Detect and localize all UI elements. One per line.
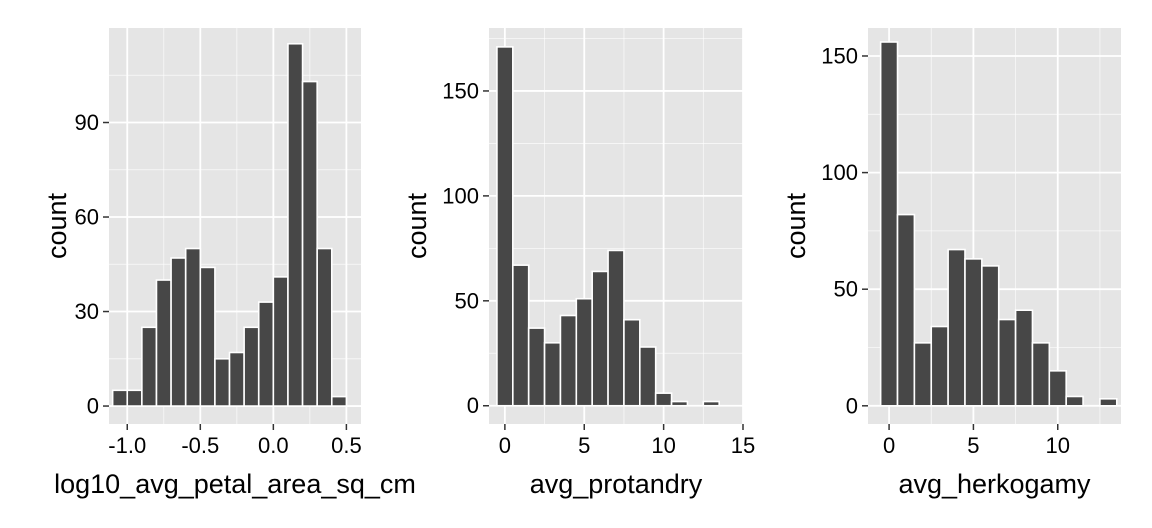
- histogram-bar: [257, 301, 275, 407]
- histogram-bar: [111, 389, 129, 407]
- histogram-bar: [1065, 395, 1084, 407]
- x-tick-label: -0.5: [181, 433, 219, 458]
- histogram-bar: [639, 346, 657, 407]
- histogram-bar: [607, 249, 625, 407]
- x-tick-label: 0: [883, 433, 895, 458]
- histogram-bar: [301, 80, 318, 407]
- histogram-bar: [126, 389, 143, 407]
- x-tick-label: 10: [651, 433, 675, 458]
- x-tick-label: 10: [1046, 433, 1070, 458]
- histogram-panel-3: 0 50 100 150 0 5 10 avg_herkogamy count: [781, 28, 1121, 499]
- x-axis-title: avg_herkogamy: [898, 469, 1091, 499]
- histogram-bar: [184, 247, 202, 407]
- y-tick-label: 0: [87, 394, 99, 419]
- y-axis-title: count: [781, 192, 811, 259]
- x-axis-title: log10_avg_petal_area_sq_cm: [54, 469, 416, 499]
- x-tick-label: 0: [499, 433, 511, 458]
- y-axis-title: count: [402, 192, 432, 259]
- x-tick-label: 0.5: [331, 433, 362, 458]
- histogram-bar: [527, 327, 546, 407]
- histogram-bar: [591, 270, 609, 407]
- histogram-bar: [272, 276, 289, 407]
- histogram-bar: [913, 342, 933, 407]
- histogram-bar: [947, 248, 966, 407]
- y-tick-label: 0: [846, 393, 858, 418]
- histogram-bar: [316, 247, 333, 407]
- histogram-bar: [155, 279, 172, 407]
- x-axis-title: avg_protandry: [530, 469, 703, 499]
- histogram-bar: [512, 264, 530, 407]
- y-tick-label: 0: [467, 393, 479, 418]
- histogram-bar: [170, 257, 187, 407]
- histogram-bar: [543, 341, 562, 407]
- y-tick-label: 90: [75, 110, 99, 135]
- histogram-panel-1: 0 30 60 90 -1.0 -0.5 0.0 0.5 log10_avg_petal_are…: [42, 28, 416, 499]
- histogram-bar: [930, 325, 949, 407]
- histogram-bar: [575, 297, 593, 407]
- histogram-bar: [243, 326, 260, 407]
- histogram-bar: [214, 357, 231, 407]
- histogram-bar: [1048, 370, 1067, 407]
- x-tick-label: 5: [967, 433, 979, 458]
- x-tick-label: 15: [731, 433, 755, 458]
- histogram-bar: [287, 42, 304, 407]
- histogram-bar: [1099, 398, 1118, 407]
- histogram-bar: [228, 351, 245, 407]
- x-tick-label: 0.0: [258, 433, 289, 458]
- histogram-panel-2: 0 50 100 150 0 5 10 15 avg_protandry count: [402, 28, 755, 499]
- y-tick-label: 50: [455, 288, 479, 313]
- y-tick-label: 150: [821, 43, 858, 68]
- histogram-bar: [670, 400, 689, 407]
- histogram-bar: [141, 326, 158, 407]
- x-tick-label: 5: [578, 433, 590, 458]
- y-tick-label: 60: [75, 205, 99, 230]
- y-tick-label: 50: [834, 277, 858, 302]
- y-axis-title: count: [42, 192, 72, 259]
- y-tick-label: 150: [442, 78, 479, 103]
- histogram-bar: [623, 318, 641, 407]
- histogram-bar: [981, 265, 1000, 407]
- histogram-bar: [654, 392, 673, 407]
- histogram-bar: [1031, 342, 1051, 407]
- histogram-bar: [997, 318, 1017, 407]
- y-tick-label: 100: [442, 183, 479, 208]
- histogram-bar: [559, 314, 578, 407]
- y-tick-label: 100: [821, 160, 858, 185]
- histogram-bar: [702, 400, 720, 407]
- histogram-bar: [199, 266, 216, 407]
- histogram-bar: [964, 258, 983, 407]
- histogram-bar: [896, 213, 916, 407]
- histogram-bar: [496, 46, 514, 407]
- y-tick-label: 30: [75, 299, 99, 324]
- histogram-bar: [330, 395, 348, 407]
- histogram-bar: [879, 41, 899, 407]
- histogram-bar: [1014, 309, 1034, 407]
- x-tick-label: -1.0: [108, 433, 146, 458]
